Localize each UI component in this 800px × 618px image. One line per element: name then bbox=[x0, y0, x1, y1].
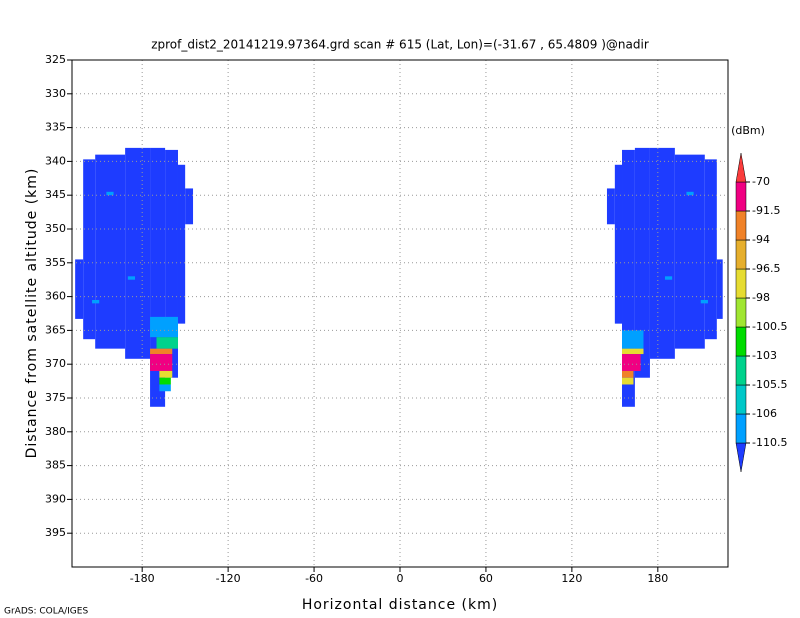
colorbar-segment bbox=[735, 268, 747, 299]
cell bbox=[614, 164, 623, 324]
cell bbox=[92, 299, 100, 304]
colorbar-label: -70 bbox=[752, 175, 770, 188]
colorbar-label: -98 bbox=[752, 291, 770, 304]
colorbar-label: -94 bbox=[752, 233, 770, 246]
cell bbox=[716, 259, 723, 319]
chart-title: zprof_dist2_20141219.97364.grd scan # 61… bbox=[151, 38, 649, 52]
cell bbox=[622, 330, 644, 349]
cell bbox=[606, 188, 615, 225]
cell bbox=[674, 154, 705, 349]
cell bbox=[622, 377, 634, 385]
y-tick-label: 360 bbox=[45, 290, 66, 303]
y-axis-label: Distance from satellite altitude (km) bbox=[24, 168, 40, 459]
plot-frame bbox=[71, 59, 729, 568]
y-tick-label: 370 bbox=[45, 357, 66, 370]
colorbar-label: -100.5 bbox=[752, 320, 787, 333]
colorbar-label: -105.5 bbox=[752, 378, 787, 391]
y-tick-label: 340 bbox=[45, 154, 66, 167]
cell bbox=[150, 354, 173, 371]
y-tick-label: 350 bbox=[45, 222, 66, 235]
cell bbox=[634, 147, 650, 378]
y-tick-label: 385 bbox=[45, 459, 66, 472]
y-tick-label: 335 bbox=[45, 121, 66, 134]
y-tick-label: 390 bbox=[45, 492, 66, 505]
colorbar-label: -106 bbox=[752, 407, 777, 420]
colorbar-segment bbox=[735, 239, 747, 270]
cell bbox=[156, 337, 178, 349]
cell bbox=[75, 259, 84, 319]
y-tick-label: 375 bbox=[45, 391, 66, 404]
x-axis-label: Horizontal distance (km) bbox=[302, 597, 498, 613]
y-tick-label: 345 bbox=[45, 188, 66, 201]
x-tick-label: 120 bbox=[561, 572, 582, 585]
cell bbox=[177, 164, 186, 324]
cell bbox=[159, 370, 173, 378]
x-tick-label: -60 bbox=[305, 572, 323, 585]
colorbar-triangle bbox=[735, 442, 747, 473]
colorbar-segment bbox=[735, 355, 747, 386]
cell bbox=[125, 147, 151, 359]
x-tick-label: 60 bbox=[479, 572, 493, 585]
x-tick-label: 180 bbox=[647, 572, 668, 585]
cell bbox=[159, 384, 171, 392]
x-tick-label: -120 bbox=[216, 572, 241, 585]
colorbar-segment bbox=[735, 413, 747, 444]
cell bbox=[649, 147, 675, 359]
colorbar-segment bbox=[735, 326, 747, 357]
colorbar-segment bbox=[735, 384, 747, 415]
cell bbox=[106, 191, 114, 196]
cell bbox=[185, 188, 194, 225]
cell bbox=[150, 348, 173, 355]
y-tick-label: 395 bbox=[45, 526, 66, 539]
cell bbox=[622, 370, 634, 378]
cell bbox=[622, 354, 641, 371]
colorbar-segment bbox=[735, 297, 747, 328]
colorbar-triangle bbox=[735, 152, 747, 183]
y-tick-label: 365 bbox=[45, 323, 66, 336]
cell bbox=[686, 191, 694, 196]
cell bbox=[704, 159, 717, 340]
y-tick-label: 330 bbox=[45, 87, 66, 100]
x-tick-label: 0 bbox=[397, 572, 404, 585]
x-tick-label: -180 bbox=[130, 572, 155, 585]
y-tick-label: 325 bbox=[45, 53, 66, 66]
cell bbox=[664, 276, 673, 280]
colorbar-segment bbox=[735, 210, 747, 241]
cell bbox=[95, 154, 126, 349]
colorbar-label: -103 bbox=[752, 349, 777, 362]
colorbar-label: -96.5 bbox=[752, 262, 780, 275]
cell bbox=[150, 316, 178, 338]
credit: GrADS: COLA/IGES bbox=[4, 607, 88, 617]
cell bbox=[127, 276, 136, 280]
cell bbox=[159, 377, 171, 385]
colorbar-segment bbox=[735, 181, 747, 212]
y-tick-label: 380 bbox=[45, 425, 66, 438]
colorbar-unit: (dBm) bbox=[731, 124, 765, 137]
cell bbox=[622, 348, 644, 355]
cell bbox=[700, 299, 708, 304]
cell bbox=[83, 159, 96, 340]
colorbar-label: -91.5 bbox=[752, 204, 780, 217]
y-tick-label: 355 bbox=[45, 256, 66, 269]
colorbar-label: -110.5 bbox=[752, 436, 787, 449]
